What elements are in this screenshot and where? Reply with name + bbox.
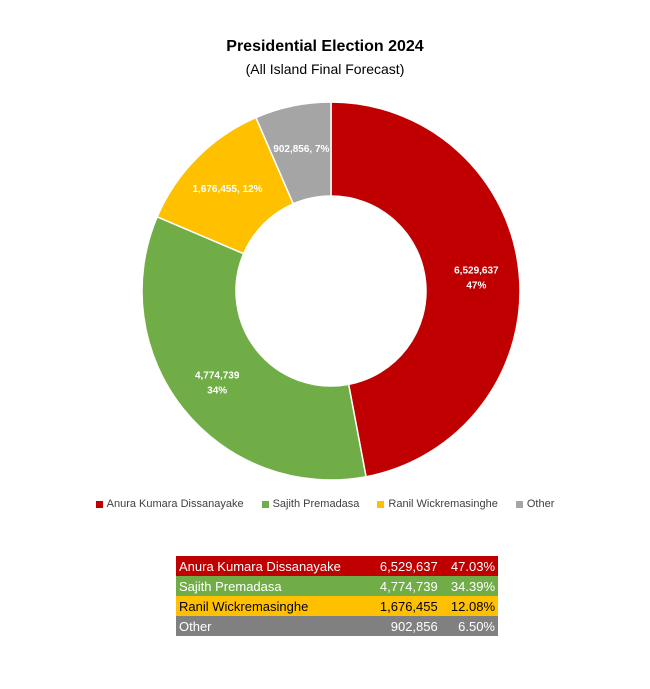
chart-legend: Anura Kumara Dissanayake Sajith Premadas… [0,498,650,510]
legend-swatch [261,500,269,508]
legend-swatch [377,500,385,508]
legend-label: Other [526,498,555,510]
percent-cell: 6.50% [458,618,495,634]
legend-item: Anura Kumara Dissanayake [95,498,244,510]
slice-data-label: 47% [466,280,486,291]
results-table: Anura Kumara Dissanayake 6,529,637 47.03… [176,556,498,636]
donut-slice [141,215,367,481]
legend-item: Sajith Premadasa [261,498,360,510]
legend-label: Sajith Premadasa [272,498,360,510]
slice-data-label: 1,676,455, 12% [192,184,262,195]
votes-cell: 1,676,455 [379,598,438,614]
legend-swatch [95,500,103,508]
chart-subtitle: (All Island Final Forecast) [245,61,405,77]
candidate-name-cell: Sajith Premadasa [179,578,282,594]
table-row: Anura Kumara Dissanayake 6,529,637 47.03… [176,556,498,576]
table-row: Other 902,856 6.50% [176,616,498,636]
candidate-name-cell: Other [179,618,212,634]
votes-cell: 4,774,739 [379,578,438,594]
slice-data-label: 34% [207,385,227,396]
percent-cell: 12.08% [450,598,495,614]
legend-label: Ranil Wickremasinghe [388,498,498,510]
slice-data-label: 902,856, 7% [273,144,329,155]
chart-title: Presidential Election 2024 [226,38,424,55]
votes-cell: 902,856 [390,618,438,634]
candidate-name-cell: Anura Kumara Dissanayake [179,558,341,574]
table-row: Sajith Premadasa 4,774,739 34.39% [176,576,498,596]
legend-swatch [515,500,523,508]
candidate-name-cell: Ranil Wickremasinghe [179,598,309,614]
percent-cell: 34.39% [450,578,495,594]
donut-slice [254,101,332,205]
legend-item: Ranil Wickremasinghe [377,498,498,510]
table-row: Ranil Wickremasinghe 1,676,455 12.08% [176,596,498,616]
legend-item: Other [515,498,555,510]
legend-label: Anura Kumara Dissanayake [106,498,244,510]
votes-cell: 6,529,637 [379,558,438,574]
percent-cell: 47.03% [450,558,495,574]
slice-data-label: 4,774,739 [195,370,240,381]
slice-data-label: 6,529,637 [454,265,499,276]
donut-slice [330,101,521,478]
donut-chart: 6,529,637 47% 4,774,739 34% 1,676,455, 12% 90… [141,101,521,481]
